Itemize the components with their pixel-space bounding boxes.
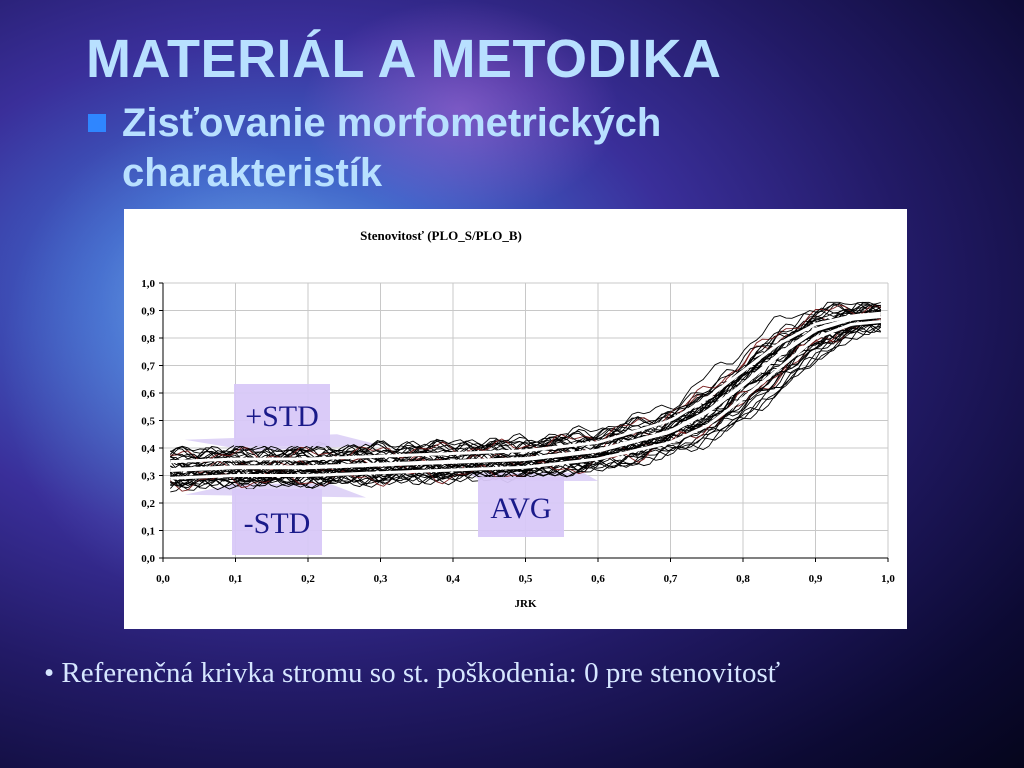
x-tick-label: 0,8: [736, 573, 750, 585]
x-tick-label: 0,6: [591, 573, 605, 585]
x-tick-label: 0,1: [229, 573, 243, 585]
minus-std-label-box: [232, 489, 322, 555]
measured-curve: [170, 303, 881, 459]
y-tick-label: 0,3: [141, 471, 155, 483]
x-tick-label: 0,5: [519, 573, 533, 585]
avg-label: AVG: [490, 492, 551, 525]
y-tick-label: 0,0: [141, 553, 155, 565]
background-glow-pink: [300, 0, 620, 220]
y-tick-label: 0,9: [141, 306, 155, 318]
measured-curve: [170, 323, 881, 489]
chart-container: 0,0 0,1 0,2 0,3 0,4 0,5 0,6 0,7 0,8 0,9 1,0 0,0 0,1 0…: [124, 209, 907, 629]
x-tick-label: 0,2: [301, 573, 315, 585]
chart-title: Stenovitosť (PLO_S/PLO_B): [360, 228, 522, 243]
y-tick-label: 0,7: [141, 361, 155, 373]
line-chart: 0,0 0,1 0,2 0,3 0,4 0,5 0,6 0,7 0,8 0,9 1,0 0,0 0,1 0…: [141, 228, 895, 610]
avg-label-box: [478, 477, 564, 537]
measured-curve: [170, 312, 881, 479]
y-tick-label: 0,5: [141, 416, 155, 428]
plus-std-label-box: [234, 384, 330, 446]
bullet-item: Zisťovanie morfometrických charakteristí…: [88, 98, 848, 198]
x-tick-label: 0,9: [809, 573, 823, 585]
x-axis-label: JRK: [515, 598, 537, 610]
x-tick-label: 0,0: [156, 573, 170, 585]
x-tick-label: 0,7: [664, 573, 678, 585]
series-line-minus-std: [170, 320, 881, 480]
x-tick-label: 1,0: [881, 573, 895, 585]
reference-note: • Referenčná krivka stromu so st. poškod…: [44, 657, 781, 689]
x-tick-label: 0,4: [446, 573, 460, 585]
bullet-text: Zisťovanie morfometrických charakteristí…: [122, 101, 662, 195]
square-bullet-icon: [88, 114, 106, 132]
measured-curve: [170, 325, 881, 487]
y-tick-label: 0,8: [141, 333, 155, 345]
series-line-plusminus-std: [170, 311, 881, 464]
slide-title: MATERIÁL A METODIKA: [86, 29, 722, 89]
x-tick-label: 0,3: [374, 573, 388, 585]
y-tick-label: 0,1: [141, 526, 155, 538]
y-tick-label: 0,4: [141, 443, 155, 455]
measured-curve: [170, 321, 881, 486]
series-line-avg: [170, 314, 881, 472]
y-tick-label: 0,2: [141, 498, 155, 510]
minus-std-label: -STD: [244, 507, 311, 540]
y-tick-label: 0,6: [141, 388, 155, 400]
plus-std-label: +STD: [245, 400, 319, 433]
y-tick-label: 1,0: [141, 278, 155, 290]
